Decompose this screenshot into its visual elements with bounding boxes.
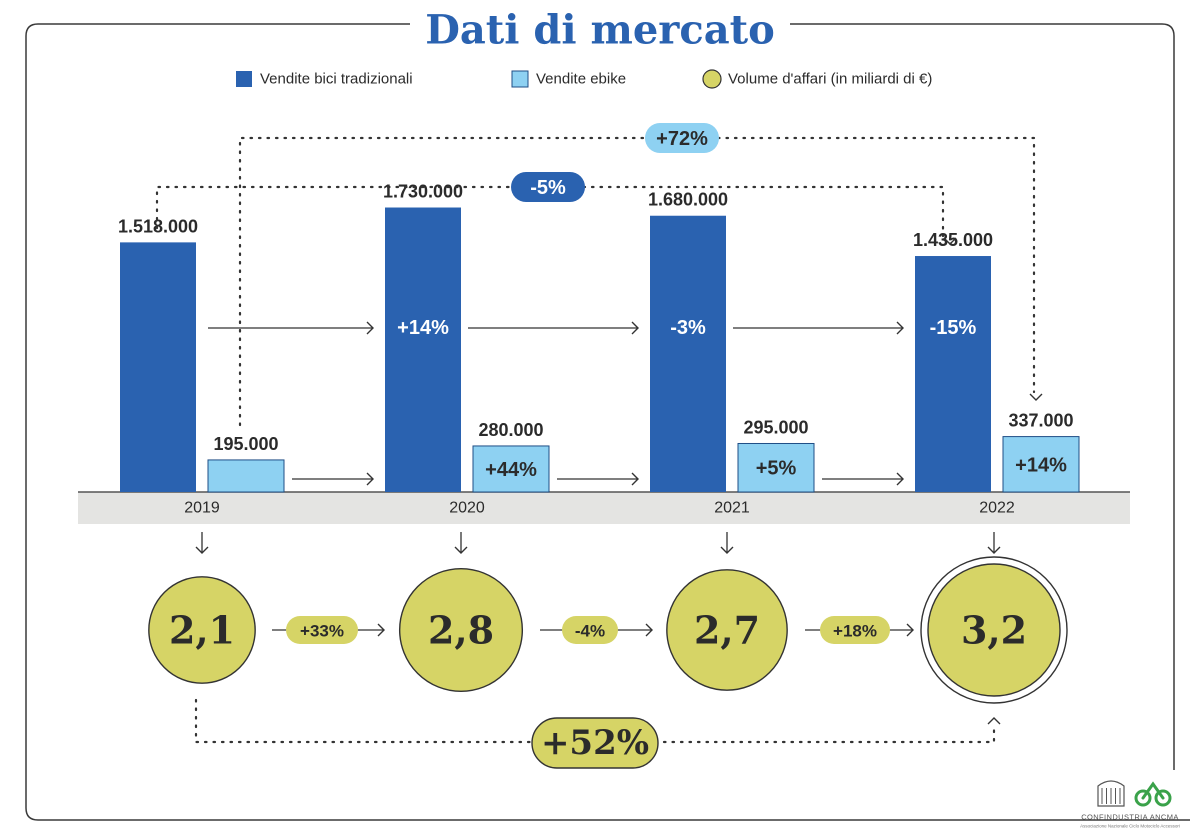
- bar-value-label-ebike: 280.000: [478, 420, 543, 440]
- overall-change-volume-label: +52%: [541, 723, 649, 763]
- bar-ebike: [1002, 436, 1080, 493]
- arrow-head: [377, 623, 385, 637]
- confindustria-ancma-logo: CONFINDUSTRIA ANCMA Associazione Nazional…: [1080, 780, 1180, 829]
- overall-change-traditional-label: -5%: [530, 177, 566, 199]
- legend-swatch-ebike: [511, 70, 529, 88]
- arrow-head: [366, 321, 374, 335]
- overall-change-ebike-pill: [645, 123, 719, 153]
- bar-change-label-ebike: +5%: [756, 458, 797, 480]
- bar-value-label-ebike: 337.000: [1008, 411, 1073, 431]
- bar-value-label-ebike: 295.000: [743, 417, 808, 437]
- legend-label-volume: Volume d'affari (in miliardi di €): [728, 71, 932, 88]
- logo-bike-wheel: [1154, 789, 1172, 807]
- arrow-head: [454, 546, 468, 554]
- arrow-head: [896, 321, 904, 335]
- arrow-head: [987, 717, 1001, 725]
- arrow-head: [943, 237, 957, 245]
- frame-right: [790, 23, 1175, 770]
- bar-change-label-traditional: +14%: [397, 317, 449, 339]
- arrow-head: [987, 546, 1001, 554]
- legend-swatch-volume: [702, 69, 722, 89]
- bar-traditional: [120, 242, 196, 492]
- volume-change-label: +18%: [833, 622, 877, 641]
- volume-value-label: 3,2: [961, 608, 1027, 653]
- bar-ebike: [472, 445, 550, 493]
- arrow-head: [631, 472, 639, 486]
- arrow-head: [906, 623, 914, 637]
- logo-building-icon: [1097, 780, 1125, 807]
- logo-name: CONFINDUSTRIA ANCMA: [1081, 813, 1179, 822]
- bar-change-label-traditional: -3%: [670, 317, 706, 339]
- legend-label-traditional: Vendite bici tradizionali: [260, 71, 413, 88]
- bar-change-label-traditional: -15%: [930, 317, 977, 339]
- volume-change-label: +33%: [300, 622, 344, 641]
- bar-ebike: [207, 459, 285, 493]
- logo-bike-frame: [1141, 781, 1165, 800]
- legend-swatch-traditional: [236, 71, 252, 87]
- arrow-head: [366, 472, 374, 486]
- year-axis-band: [78, 492, 1130, 524]
- arrow-head: [645, 623, 653, 637]
- logo-bike-wheel: [1134, 789, 1152, 807]
- frame-left: [25, 23, 1190, 821]
- page-title: Dati di mercato: [425, 7, 775, 54]
- volume-value-label: 2,8: [428, 608, 494, 653]
- bar-traditional: [385, 207, 461, 492]
- volume-change-pill: [286, 616, 358, 644]
- bar-traditional: [650, 215, 726, 492]
- year-label: 2021: [714, 500, 750, 517]
- arrow-head: [195, 546, 209, 554]
- bar-value-label-traditional: 1.730.000: [383, 182, 463, 202]
- arrow-head: [720, 546, 734, 554]
- overall-change-volume-pill: [531, 717, 659, 769]
- volume-change-pill: [562, 616, 618, 644]
- bar-value-label-traditional: 1.680.000: [648, 190, 728, 210]
- volume-change-pill: [820, 616, 890, 644]
- year-label: 2019: [184, 500, 220, 517]
- bar-change-label-ebike: +14%: [1015, 454, 1067, 476]
- bar-change-label-ebike: +44%: [485, 459, 537, 481]
- volume-circle: [927, 563, 1061, 697]
- volume-circle: [398, 567, 524, 693]
- year-label: 2022: [979, 500, 1015, 517]
- bar-value-label-ebike: 195.000: [213, 434, 278, 454]
- arrow-head: [896, 472, 904, 486]
- legend-label-ebike: Vendite ebike: [536, 71, 626, 88]
- volume-circle: [148, 576, 256, 684]
- connector-ebike-overall: [238, 136, 1036, 427]
- arrow-head: [1029, 393, 1043, 401]
- overall-change-traditional-pill: [511, 172, 585, 202]
- arrow-head: [631, 321, 639, 335]
- year-label: 2020: [449, 500, 485, 517]
- volume-value-label: 2,1: [169, 608, 235, 653]
- logo-subtitle: Associazione Nazionale Ciclo Motociclo A…: [1080, 824, 1180, 829]
- volume-value-label: 2,7: [694, 608, 760, 653]
- overall-change-ebike-label: +72%: [656, 128, 708, 150]
- volume-change-label: -4%: [575, 622, 605, 641]
- bar-ebike: [737, 442, 815, 493]
- volume-circle: [666, 569, 788, 691]
- bar-traditional: [915, 256, 991, 492]
